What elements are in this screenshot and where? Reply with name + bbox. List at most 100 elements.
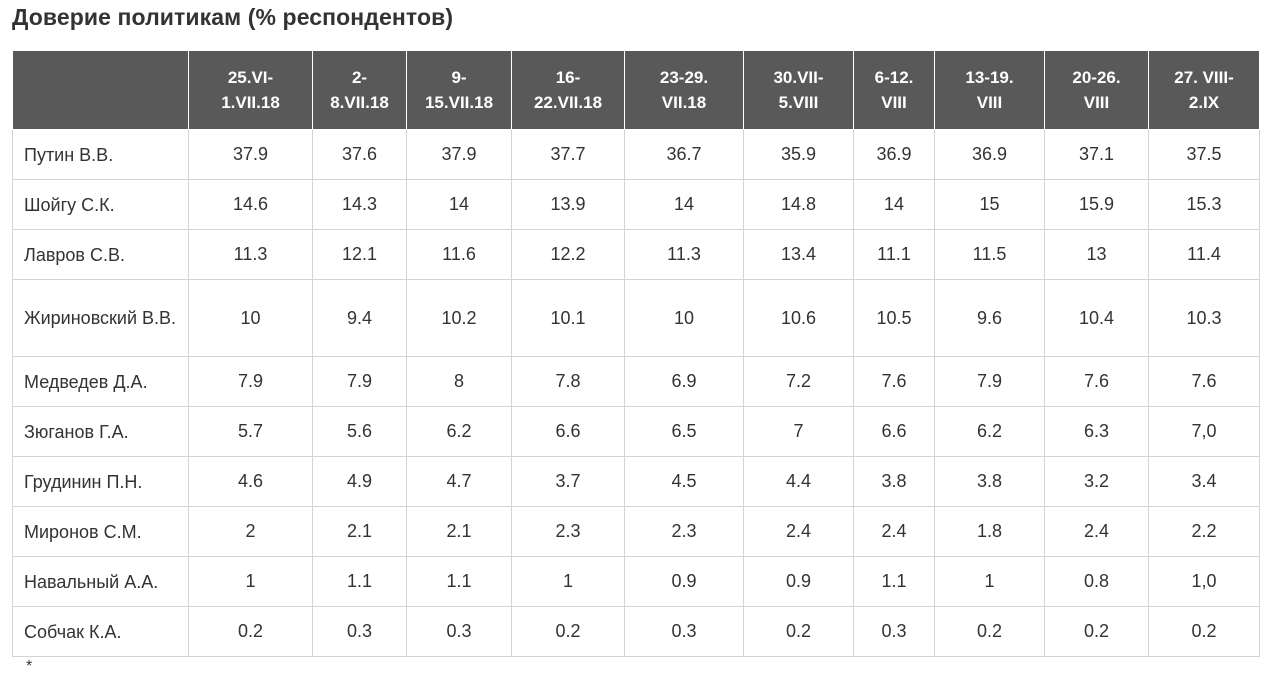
column-header: 27. VIII- 2.IX xyxy=(1148,50,1260,130)
table-cell: 0.3 xyxy=(624,606,744,657)
table-cell: 0.9 xyxy=(743,556,854,607)
table-cell: 10 xyxy=(624,279,744,357)
table-cell: 4.4 xyxy=(743,456,854,507)
table-cell: 10.1 xyxy=(511,279,625,357)
table-cell: 6.3 xyxy=(1044,406,1149,457)
table-cell: 0.2 xyxy=(1148,606,1260,657)
table-cell: 0.2 xyxy=(1044,606,1149,657)
table-cell: 13 xyxy=(1044,229,1149,280)
table-cell: 0.2 xyxy=(934,606,1045,657)
table-cell: 3.2 xyxy=(1044,456,1149,507)
table-cell: 37.9 xyxy=(406,129,512,180)
table-cell: 9.6 xyxy=(934,279,1045,357)
table-cell: 10.3 xyxy=(1148,279,1260,357)
table-cell: 37.6 xyxy=(312,129,407,180)
table-cell: 2 xyxy=(188,506,313,557)
table-cell: 12.1 xyxy=(312,229,407,280)
politician-name: Лавров С.В. xyxy=(12,229,189,280)
table-cell: 6.9 xyxy=(624,356,744,407)
table-cell: 2.3 xyxy=(511,506,625,557)
table-cell: 15 xyxy=(934,179,1045,230)
table-row: Миронов С.М. 2 2.1 2.1 2.3 2.3 2.4 2.4 1… xyxy=(12,506,1260,557)
table-cell: 3.8 xyxy=(853,456,935,507)
table-cell: 7.8 xyxy=(511,356,625,407)
table-cell: 2.4 xyxy=(853,506,935,557)
table-row: Путин В.В. 37.9 37.6 37.9 37.7 36.7 35.9… xyxy=(12,129,1260,180)
table-cell: 3.7 xyxy=(511,456,625,507)
table-cell: 0.3 xyxy=(853,606,935,657)
table-cell: 37.1 xyxy=(1044,129,1149,180)
table-cell: 1.1 xyxy=(312,556,407,607)
table-cell: 37.7 xyxy=(511,129,625,180)
table-cell: 2.1 xyxy=(406,506,512,557)
table-cell: 7.9 xyxy=(312,356,407,407)
trust-table: 25.VI- 1.VII.18 2- 8.VII.18 9- 15.VII.18… xyxy=(12,50,1260,657)
table-cell: 7,0 xyxy=(1148,406,1260,457)
column-header: 16- 22.VII.18 xyxy=(511,50,625,130)
table-cell: 14.6 xyxy=(188,179,313,230)
table-cell: 36.9 xyxy=(934,129,1045,180)
table-cell: 6.2 xyxy=(406,406,512,457)
table-cell: 4.5 xyxy=(624,456,744,507)
table-cell: 7.9 xyxy=(934,356,1045,407)
table-cell: 4.7 xyxy=(406,456,512,507)
table-cell: 0.9 xyxy=(624,556,744,607)
table-cell: 11.6 xyxy=(406,229,512,280)
table-cell: 0.2 xyxy=(743,606,854,657)
table-cell: 0.8 xyxy=(1044,556,1149,607)
table-cell: 1.1 xyxy=(406,556,512,607)
table-cell: 11.5 xyxy=(934,229,1045,280)
table-cell: 6.6 xyxy=(853,406,935,457)
table-cell: 8 xyxy=(406,356,512,407)
table-cell: 12.2 xyxy=(511,229,625,280)
table-cell: 5.7 xyxy=(188,406,313,457)
table-cell: 15.9 xyxy=(1044,179,1149,230)
table-row: Жириновский В.В. 10 9.4 10.2 10.1 10 10.… xyxy=(12,279,1260,357)
table-cell: 7.6 xyxy=(1148,356,1260,407)
table-cell: 6.5 xyxy=(624,406,744,457)
table-cell: 0.3 xyxy=(312,606,407,657)
table-cell: 4.6 xyxy=(188,456,313,507)
table-cell: 11.3 xyxy=(624,229,744,280)
table-cell: 10.5 xyxy=(853,279,935,357)
header-corner-cell xyxy=(12,50,189,130)
column-header: 9- 15.VII.18 xyxy=(406,50,512,130)
table-cell: 2.3 xyxy=(624,506,744,557)
politician-name: Зюганов Г.А. xyxy=(12,406,189,457)
table-cell: 6.2 xyxy=(934,406,1045,457)
table-cell: 14 xyxy=(624,179,744,230)
table-cell: 14.8 xyxy=(743,179,854,230)
table-cell: 3.8 xyxy=(934,456,1045,507)
table-cell: 37.5 xyxy=(1148,129,1260,180)
table-cell: 1 xyxy=(511,556,625,607)
table-cell: 13.9 xyxy=(511,179,625,230)
table-cell: 0.2 xyxy=(511,606,625,657)
header-row: 25.VI- 1.VII.18 2- 8.VII.18 9- 15.VII.18… xyxy=(12,50,1260,130)
table-cell: 11.4 xyxy=(1148,229,1260,280)
table-cell: 0.2 xyxy=(188,606,313,657)
table-cell: 15.3 xyxy=(1148,179,1260,230)
table-cell: 2.1 xyxy=(312,506,407,557)
column-header: 13-19. VIII xyxy=(934,50,1045,130)
table-cell: 10 xyxy=(188,279,313,357)
table-cell: 10.2 xyxy=(406,279,512,357)
table-cell: 7.6 xyxy=(853,356,935,407)
page-title: Доверие политикам (% респондентов) xyxy=(12,4,454,30)
column-header: 30.VII- 5.VIII xyxy=(743,50,854,130)
table-cell: 7 xyxy=(743,406,854,457)
table-cell: 2.4 xyxy=(743,506,854,557)
column-header: 20-26. VIII xyxy=(1044,50,1149,130)
table-cell: 35.9 xyxy=(743,129,854,180)
table-row: Лавров С.В. 11.3 12.1 11.6 12.2 11.3 13.… xyxy=(12,229,1260,280)
table-cell: 14.3 xyxy=(312,179,407,230)
table-cell: 14 xyxy=(406,179,512,230)
table-cell: 0.3 xyxy=(406,606,512,657)
column-header: 23-29. VII.18 xyxy=(624,50,744,130)
table-cell: 7.2 xyxy=(743,356,854,407)
table-row: Зюганов Г.А. 5.7 5.6 6.2 6.6 6.5 7 6.6 6… xyxy=(12,406,1260,457)
politician-name: Миронов С.М. xyxy=(12,506,189,557)
table-row: Шойгу С.К. 14.6 14.3 14 13.9 14 14.8 14 … xyxy=(12,179,1260,230)
table-cell: 13.4 xyxy=(743,229,854,280)
table-row: Грудинин П.Н. 4.6 4.9 4.7 3.7 4.5 4.4 3.… xyxy=(12,456,1260,507)
table-cell: 37.9 xyxy=(188,129,313,180)
